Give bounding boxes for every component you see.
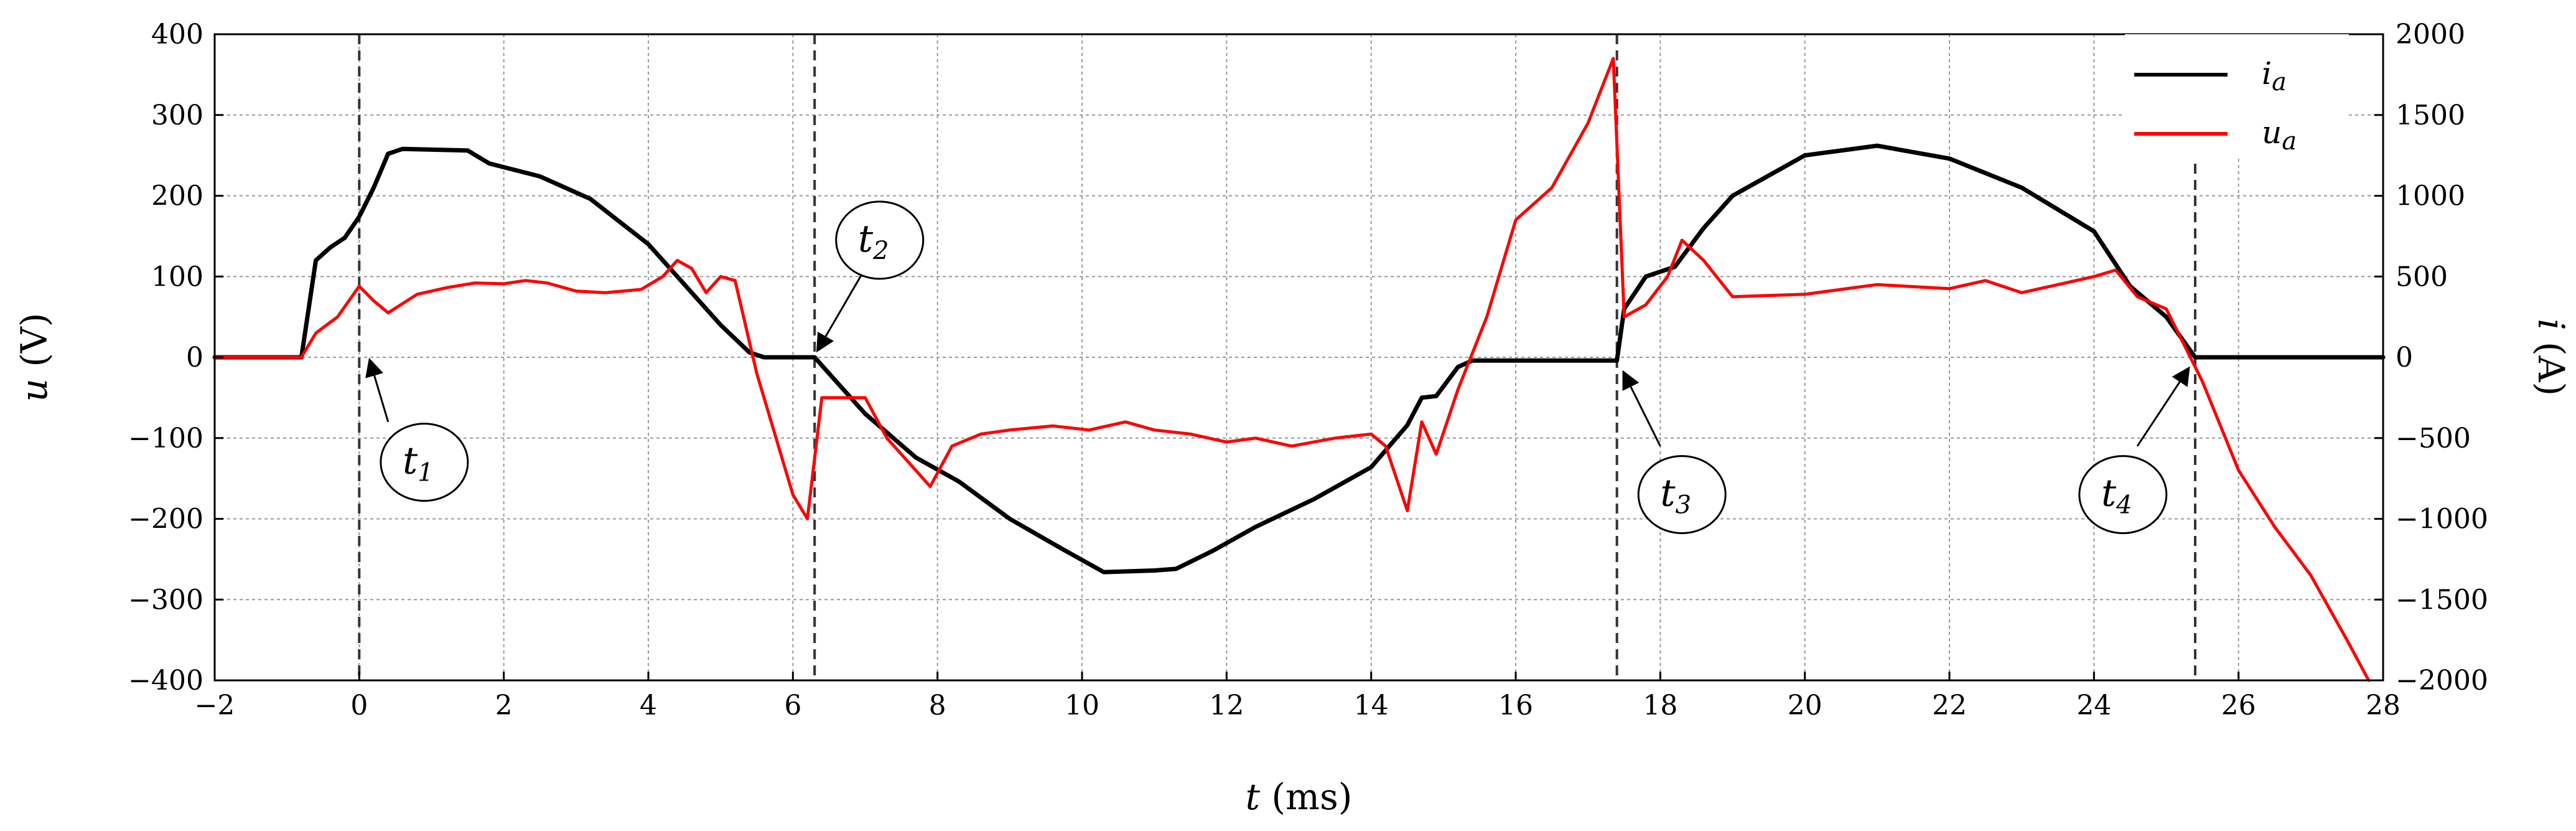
annotation-label-sub: 2 bbox=[872, 237, 889, 265]
legend-background bbox=[2125, 34, 2349, 159]
left-y-tick-label: 400 bbox=[151, 19, 203, 50]
right-y-tick-label: 500 bbox=[2396, 261, 2448, 293]
left-y-tick-label: 100 bbox=[151, 261, 203, 293]
annotation-arrow-t2 bbox=[816, 268, 866, 353]
left-y-tick-label: 300 bbox=[151, 100, 203, 131]
x-tick-label: 12 bbox=[1209, 690, 1244, 721]
x-tick-label: 10 bbox=[1065, 690, 1099, 721]
left-y-axis-variable: u bbox=[13, 378, 55, 401]
annotation-label-main: t bbox=[403, 439, 418, 483]
right-y-axis-unit: (A) bbox=[2530, 330, 2572, 396]
legend-label-ia: ia bbox=[2262, 55, 2287, 96]
x-tick-label: 24 bbox=[2076, 690, 2111, 721]
x-tick-label: 18 bbox=[1643, 690, 1678, 721]
right-y-tick-label: −2000 bbox=[2396, 665, 2488, 697]
right-y-tick-label: 0 bbox=[2396, 342, 2413, 373]
right-y-tick-label: −1000 bbox=[2396, 504, 2488, 535]
annotation-label-main: t bbox=[2101, 472, 2117, 515]
right-y-tick-label: 1500 bbox=[2396, 100, 2465, 131]
annotation-arrow-t1 bbox=[365, 357, 390, 423]
series-line-ua bbox=[213, 57, 2371, 682]
series bbox=[212, 57, 2386, 682]
legend-label-ua: ua bbox=[2262, 115, 2297, 156]
right-y-axis-title: i (A) bbox=[2530, 319, 2572, 396]
annotation-label-sub: 3 bbox=[1676, 491, 1691, 520]
x-tick-label: 20 bbox=[1788, 690, 1822, 721]
x-tick-label: 2 bbox=[495, 690, 513, 721]
left-y-tick-label: 0 bbox=[186, 342, 203, 373]
left-y-tick-label: −300 bbox=[128, 584, 203, 616]
left-y-tick-label: −400 bbox=[128, 665, 203, 697]
left-y-tick-label: 200 bbox=[151, 181, 203, 212]
left-y-tick-label: −100 bbox=[128, 423, 203, 454]
grid bbox=[215, 34, 2383, 680]
x-axis-unit: (ms) bbox=[1260, 776, 1352, 818]
annotation-circle-t3 bbox=[1637, 455, 1727, 535]
x-axis-variable: t bbox=[1246, 776, 1261, 818]
annotation-circle-t1 bbox=[380, 423, 469, 502]
x-tick-label: 16 bbox=[1498, 690, 1533, 721]
annotation-label-t3: t3 bbox=[1660, 472, 1691, 520]
event-markers bbox=[358, 34, 2196, 680]
annotation-circle-t4 bbox=[2078, 455, 2168, 535]
annotation-arrow-t3 bbox=[1622, 370, 1661, 447]
x-tick-label: 14 bbox=[1354, 690, 1389, 721]
x-tick-label: −2 bbox=[195, 690, 235, 721]
x-tick-label: 4 bbox=[640, 690, 657, 721]
x-tick-label: 6 bbox=[784, 690, 801, 721]
series-line-ia bbox=[212, 143, 2386, 575]
x-tick-label: 26 bbox=[2221, 690, 2256, 721]
legend-label-ua-main: u bbox=[2262, 115, 2282, 151]
x-tick-label: 0 bbox=[350, 690, 368, 721]
right-y-tick-label: −1500 bbox=[2396, 584, 2488, 616]
legend-label-ua-sub: a bbox=[2282, 127, 2297, 156]
left-y-axis-unit: (V) bbox=[13, 313, 55, 379]
legend-label-ia-sub: a bbox=[2272, 68, 2287, 96]
annotation-label-t1: t1 bbox=[403, 439, 434, 487]
left-y-tick-label: −200 bbox=[128, 504, 203, 535]
x-tick-label: 28 bbox=[2366, 690, 2401, 721]
right-y-tick-label: 1000 bbox=[2396, 181, 2465, 212]
x-tick-label: 8 bbox=[929, 690, 946, 721]
left-y-axis-title: u (V) bbox=[13, 313, 55, 402]
annotation-label-sub: 4 bbox=[2116, 491, 2132, 520]
right-y-axis-variable: i bbox=[2530, 319, 2572, 331]
legend: ia ua bbox=[2125, 34, 2349, 159]
annotation-label-main: t bbox=[858, 217, 874, 261]
annotation-label-main: t bbox=[1660, 472, 1676, 515]
annotation-circle-t2 bbox=[835, 200, 925, 280]
right-y-tick-label: 2000 bbox=[2396, 19, 2465, 50]
annotation-arrow-t4 bbox=[2136, 366, 2190, 447]
x-axis-title: t (ms) bbox=[1246, 776, 1353, 818]
right-y-tick-label: −500 bbox=[2396, 423, 2471, 454]
legend-label-ia-main: i bbox=[2262, 55, 2272, 92]
annotation-label-t2: t2 bbox=[858, 217, 889, 265]
annotation-label-sub: 1 bbox=[418, 459, 433, 487]
annotation-label-t4: t4 bbox=[2101, 472, 2132, 520]
x-tick-label: 22 bbox=[1932, 690, 1967, 721]
tick-labels: −2 0 2 4 6 8 10 12 14 16 18 20 22 24 26 28−400−300−200−… bbox=[128, 19, 2488, 721]
